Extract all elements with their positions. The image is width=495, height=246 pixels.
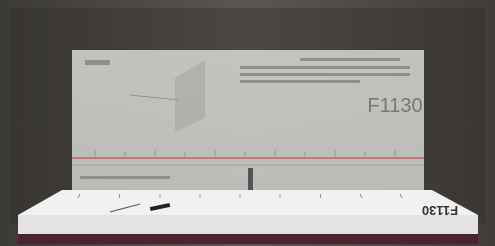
panel-label: F1130 — [367, 95, 422, 117]
base-top — [18, 190, 478, 215]
photo: F1130 F1130 — [0, 0, 495, 246]
page: {"panel": {"label": "F1130"}, "base": {"… — [0, 0, 495, 246]
base-front — [18, 215, 478, 236]
base-label: F1130 — [422, 203, 458, 218]
base-edge — [18, 234, 478, 244]
stand-post — [248, 168, 253, 190]
